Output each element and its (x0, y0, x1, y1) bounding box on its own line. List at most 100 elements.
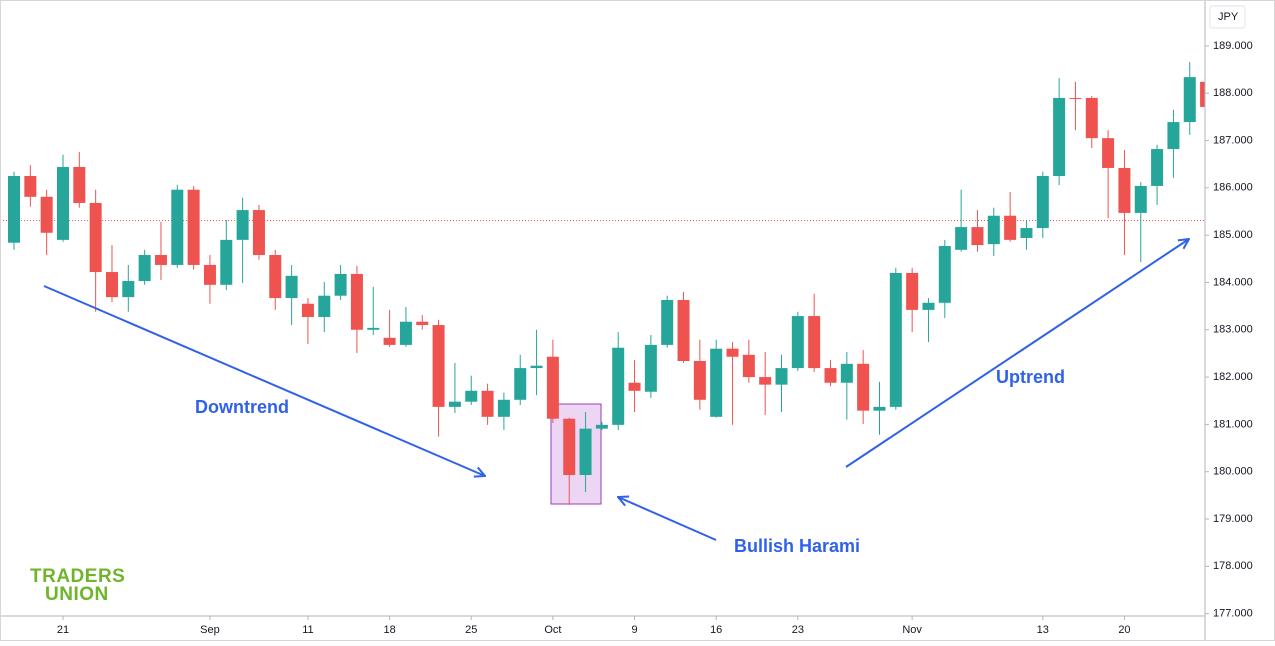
candle-body (105, 272, 118, 298)
candle-body (922, 302, 935, 310)
candle-body (759, 377, 772, 385)
candle-body (1134, 185, 1147, 213)
candle-body (73, 167, 86, 203)
x-tick-label: Oct (544, 624, 561, 636)
currency-box (1209, 5, 1246, 29)
candle-body (122, 281, 135, 298)
x-tick-label: 13 (1037, 624, 1049, 636)
candle-body (726, 348, 739, 357)
y-tick-label: 178.000 (1213, 560, 1253, 572)
candle-body (383, 337, 396, 345)
candle-body (350, 273, 363, 330)
candle-body (1020, 228, 1033, 238)
candle-body (1151, 149, 1164, 186)
candle-body (285, 275, 298, 299)
downtrend-arrow (43, 285, 485, 476)
candle-body (497, 399, 510, 417)
candle-body (269, 255, 282, 299)
candle-body (987, 215, 1000, 245)
x-tick-label: 18 (383, 624, 395, 636)
candle-body (661, 299, 674, 345)
candle-body (1167, 122, 1180, 150)
candle-body (448, 401, 461, 407)
candle-body (612, 347, 625, 425)
y-tick-label: 180.000 (1213, 466, 1253, 478)
candle-body (8, 176, 20, 243)
candle-body (742, 354, 755, 378)
x-tick-label: 9 (631, 624, 637, 636)
downtrend-label: Downtrend (195, 397, 289, 417)
candle-body (677, 299, 690, 361)
candle-body (1183, 77, 1196, 123)
candle-body (906, 272, 919, 310)
candle-body (154, 255, 167, 265)
candle-body (367, 327, 380, 330)
y-tick-label: 185.000 (1213, 229, 1253, 241)
currency-label: JPY (1218, 11, 1239, 23)
candle-body (775, 368, 788, 385)
candle-body (530, 365, 543, 369)
x-tick-label: 20 (1118, 624, 1130, 636)
candle-body (24, 176, 37, 197)
candle-body (252, 210, 265, 256)
candle-body (171, 189, 184, 265)
candle-body (318, 295, 331, 317)
x-tick-label: 11 (302, 624, 313, 636)
y-tick-label: 177.000 (1213, 608, 1253, 620)
candle-body (889, 272, 902, 407)
candle-body (40, 196, 53, 233)
candle-body (1004, 215, 1017, 240)
candle-body (1200, 81, 1205, 107)
candle-body (579, 428, 592, 476)
x-tick-label: 21 (57, 624, 69, 636)
candle-body (56, 167, 69, 240)
y-tick-label: 188.000 (1213, 87, 1253, 99)
candle-body (399, 321, 412, 345)
candle-body (1036, 176, 1049, 229)
candle-body (1069, 97, 1082, 99)
y-tick-label: 179.000 (1213, 513, 1253, 525)
x-tick-label: 25 (465, 624, 477, 636)
uptrend-arrow (845, 239, 1189, 468)
logo-line: UNION (45, 584, 109, 605)
candle-body (334, 273, 347, 296)
y-tick-label: 184.000 (1213, 276, 1253, 288)
candle-body (301, 303, 314, 317)
logo-line: TRADERS (30, 566, 125, 587)
candle-body (481, 390, 494, 417)
candle-body (693, 360, 706, 400)
y-tick-label: 187.000 (1213, 134, 1253, 146)
candle-body (1085, 97, 1098, 139)
y-tick-label: 183.000 (1213, 324, 1253, 336)
candle-body (857, 363, 870, 411)
candle-body (971, 227, 984, 246)
candle-body (416, 321, 429, 326)
candle-body (1053, 97, 1066, 176)
candle-body (808, 316, 821, 369)
candle-body (628, 382, 641, 391)
candle-body (955, 227, 968, 250)
harami-highlight (550, 403, 602, 505)
harami-label: Bullish Harami (734, 536, 860, 556)
annotations: Downtrend Bullish Harami Uptrend TRADERS… (30, 239, 1189, 605)
x-tick-label: Nov (902, 624, 922, 636)
x-tick-label: 16 (710, 624, 722, 636)
candle-body (563, 418, 576, 476)
x-tick-label: Sep (200, 624, 220, 636)
y-tick-label: 189.000 (1213, 40, 1253, 52)
candle-body (138, 255, 151, 282)
candle-body (791, 316, 804, 369)
candle-body (840, 363, 853, 383)
candle-body (89, 202, 102, 273)
candle-body (644, 344, 657, 392)
candle-body (938, 246, 951, 303)
candle-body (1118, 167, 1131, 213)
y-tick-label: 186.000 (1213, 182, 1253, 194)
candle-body (514, 368, 527, 400)
candle-body (595, 424, 608, 429)
x-tick-label: 23 (792, 624, 804, 636)
candle-body (546, 356, 559, 419)
